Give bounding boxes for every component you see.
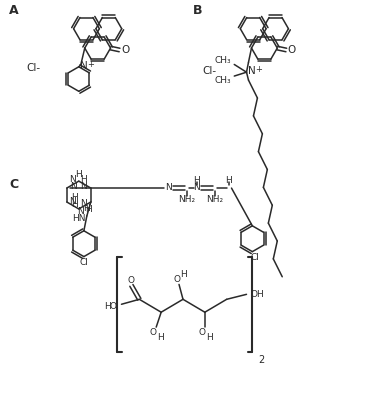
- Text: H: H: [225, 176, 232, 185]
- Text: H: H: [80, 175, 87, 184]
- Text: O: O: [250, 290, 257, 299]
- Text: N: N: [80, 182, 87, 190]
- Text: HN: HN: [72, 214, 86, 223]
- Text: O: O: [128, 276, 135, 285]
- Text: H: H: [257, 290, 263, 299]
- Text: Cl-: Cl-: [26, 63, 40, 73]
- Text: N: N: [70, 182, 77, 190]
- Text: N: N: [69, 198, 76, 206]
- Text: O: O: [121, 45, 129, 55]
- Text: H: H: [71, 200, 78, 210]
- Text: CH₃: CH₃: [215, 76, 231, 84]
- Text: N: N: [166, 182, 172, 192]
- Text: +: +: [87, 60, 94, 69]
- Text: O: O: [150, 328, 157, 336]
- Text: H: H: [207, 332, 213, 342]
- Text: H: H: [104, 302, 111, 311]
- Text: N: N: [77, 208, 84, 216]
- Text: N: N: [80, 61, 88, 71]
- Text: O: O: [110, 302, 116, 311]
- Text: O: O: [198, 328, 205, 336]
- Text: N: N: [247, 66, 256, 76]
- Text: NH₂: NH₂: [206, 196, 223, 204]
- Text: O: O: [288, 45, 296, 55]
- Text: +: +: [255, 65, 262, 74]
- Text: CH₃: CH₃: [215, 56, 231, 65]
- Text: B: B: [193, 4, 203, 17]
- Text: A: A: [9, 4, 19, 17]
- Text: Cl: Cl: [251, 253, 260, 262]
- Text: H: H: [71, 192, 78, 202]
- Text: H: H: [193, 176, 200, 185]
- Text: H: H: [157, 332, 164, 342]
- Text: H: H: [76, 170, 82, 179]
- Text: H: H: [181, 270, 187, 279]
- Text: N: N: [193, 182, 200, 192]
- Text: 2: 2: [258, 355, 265, 365]
- Text: NH₂: NH₂: [178, 196, 195, 204]
- Text: Cl-: Cl-: [203, 66, 217, 76]
- Text: O: O: [173, 275, 181, 284]
- Text: N: N: [69, 175, 76, 184]
- Text: H: H: [85, 206, 92, 214]
- Text: Cl: Cl: [80, 258, 88, 267]
- Text: H: H: [83, 204, 90, 214]
- Text: N: N: [80, 200, 87, 208]
- Text: C: C: [9, 178, 19, 191]
